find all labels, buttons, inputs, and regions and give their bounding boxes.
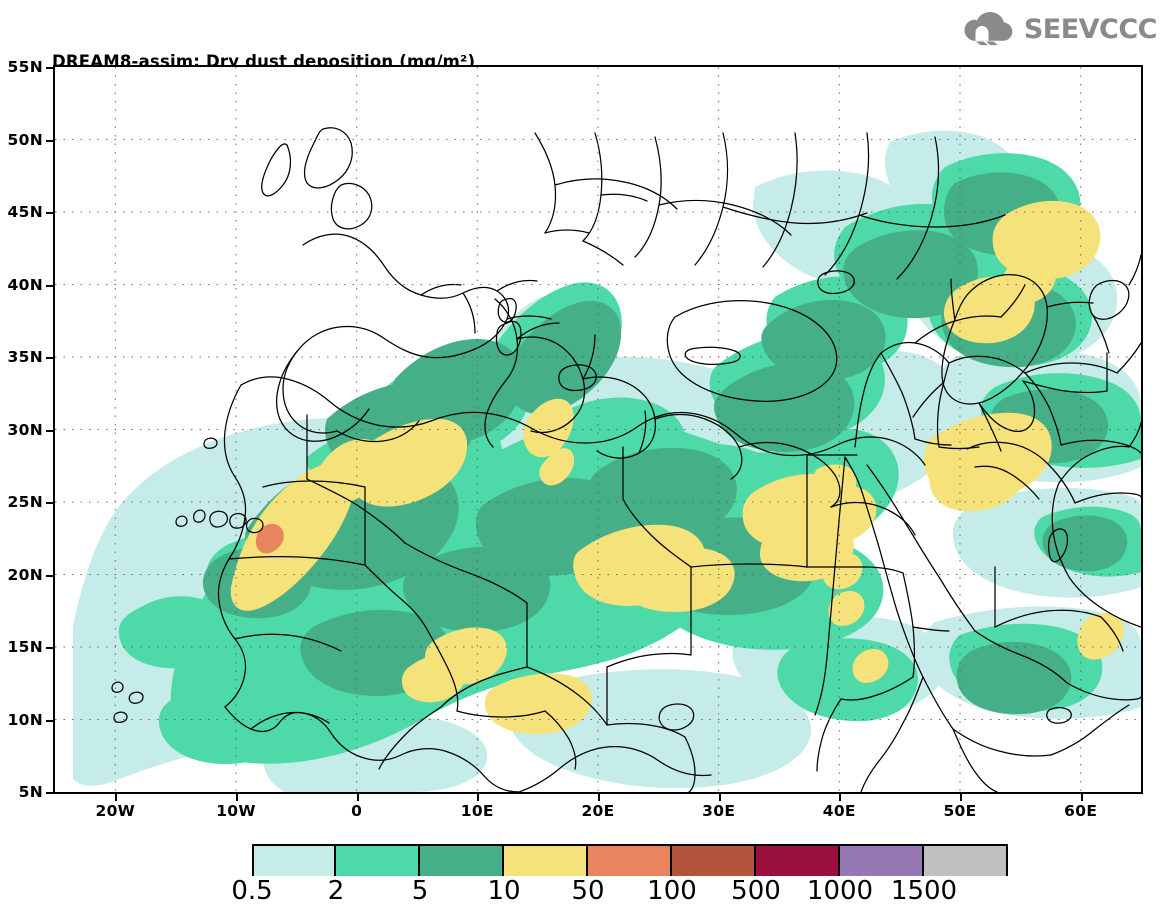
y-tick-35N [46, 357, 55, 359]
colorbar-label-1500: 1500 [890, 876, 958, 906]
y-label-40N: 40N [7, 275, 43, 294]
x-tick-10W [236, 792, 238, 801]
colorbar-label-2: 2 [327, 876, 345, 906]
x-tick-50E [960, 792, 962, 801]
y-label-55N: 55N [7, 58, 43, 76]
x-tick-20W [115, 792, 118, 801]
x-label-0: 0 [351, 802, 363, 820]
cloud-icon [964, 12, 1013, 46]
y-tick-20N [46, 574, 55, 577]
map-clip [55, 67, 1141, 792]
x-label-20E: 20E [581, 802, 615, 820]
x-label-50E: 50E [943, 802, 977, 820]
colorbar-labels: 0.5 2 5 10 50 100 500 1000 1500 [165, 876, 1095, 906]
colorbar-swatch-0 [252, 846, 336, 876]
y-tick-50N [46, 139, 55, 142]
x-tick-30E [718, 792, 721, 801]
colorbar-swatch-7 [840, 846, 924, 876]
header-block: DREAM8-assim: Dry dust deposition (mg/m²… [0, 0, 1165, 134]
y-label-15N: 15N [7, 638, 43, 656]
y-tick-25N [46, 502, 55, 504]
y-label-30N: 30N [7, 420, 43, 439]
x-tick-10E [477, 792, 480, 801]
logo-text: SEEVCCC [1023, 13, 1158, 45]
colorbar-swatch-3 [504, 846, 588, 876]
y-tick-30N [46, 429, 55, 432]
dust-deposition-map [55, 67, 1141, 792]
seevccc-logo: SEEVCCC [961, 12, 1158, 46]
x-tick-20E [598, 792, 600, 801]
y-label-5N: 5N [18, 783, 43, 801]
colorbar-label-1000: 1000 [806, 876, 874, 906]
y-tick-45N [46, 212, 55, 214]
y-label-35N: 35N [7, 348, 43, 366]
x-label-60E: 60E [1064, 802, 1098, 820]
x-tick-0 [356, 792, 359, 801]
colorbar-swatch-4 [588, 846, 672, 876]
colorbar-label-0.5: 0.5 [231, 876, 273, 906]
y-label-50N: 50N [7, 130, 43, 149]
map-gridlines [55, 67, 1141, 792]
colorbar: 0.5 2 5 10 50 100 500 1000 1500 [0, 838, 1165, 907]
x-label-40E: 40E [822, 802, 856, 820]
colorbar-label-100: 100 [647, 876, 697, 906]
y-label-25N: 25N [7, 493, 43, 511]
y-tick-5N [46, 792, 55, 794]
y-tick-15N [46, 647, 55, 649]
y-tick-40N [46, 284, 55, 287]
colorbar-bar [165, 844, 1095, 876]
map-plot-area: 55N 50N 45N 40N 35N 30N 25N 20N 15N 10N … [8, 58, 1143, 820]
coastlines-and-borders [111, 127, 1141, 792]
colorbar-label-10: 10 [487, 876, 521, 906]
y-label-20N: 20N [7, 565, 43, 584]
contour-band-10-50 [230, 200, 1124, 735]
contour-band-50-100 [255, 523, 284, 554]
x-tick-60E [1080, 792, 1083, 801]
colorbar-swatches [252, 844, 1008, 876]
colorbar-label-500: 500 [731, 876, 781, 906]
colorbar-swatch-8 [924, 846, 1008, 876]
colorbar-swatch-5 [672, 846, 756, 876]
colorbar-swatch-1 [336, 846, 420, 876]
colorbar-label-50: 50 [571, 876, 605, 906]
y-label-45N: 45N [7, 203, 43, 221]
y-label-10N: 10N [7, 710, 43, 729]
x-label-20W: 20W [95, 802, 136, 820]
x-label-30E: 30E [702, 802, 736, 820]
x-tick-40E [839, 792, 842, 801]
colorbar-swatch-2 [420, 846, 504, 876]
colorbar-swatch-6 [756, 846, 840, 876]
x-label-10W: 10W [216, 802, 256, 820]
x-label-10E: 10E [460, 802, 494, 820]
y-tick-10N [46, 719, 55, 722]
y-tick-55N [46, 67, 55, 69]
colorbar-label-5: 5 [411, 876, 429, 906]
